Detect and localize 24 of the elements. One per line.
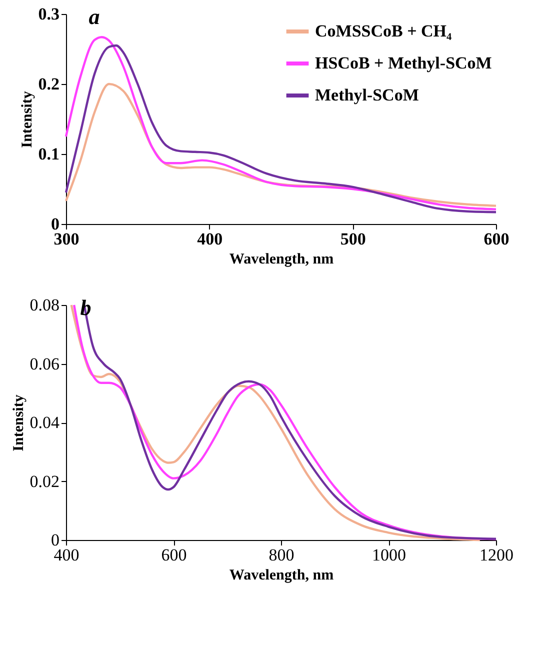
y-axis-title: Intensity — [10, 394, 27, 452]
y-tick-label: 0.2 — [38, 74, 60, 94]
line-series — [64, 82, 498, 207]
legend-label: CoMSSCoB + CH₄ — [315, 22, 452, 40]
legend-label: HSCoB + Methyl-SCoM — [315, 54, 492, 72]
y-tick-label: 0.02 — [30, 472, 60, 491]
y-axis-title: Intensity — [19, 90, 36, 148]
x-tick-label: 400 — [197, 230, 223, 248]
chart-title: b — [80, 295, 92, 320]
y-tick-label: 0.08 — [30, 296, 60, 314]
x-tick-label: 600 — [484, 230, 510, 248]
x-axis-title: Wavelength, nm — [229, 568, 334, 584]
x-tick-label: 1000 — [372, 546, 406, 564]
x-tick-label: 1200 — [480, 546, 514, 564]
y-tick-label: 0.3 — [38, 4, 60, 24]
legend-label: Methyl-SCoM — [315, 86, 419, 104]
y-tick-label: 0.06 — [30, 354, 60, 374]
x-tick-label: 500 — [340, 230, 366, 248]
chart-title: a — [88, 4, 100, 29]
x-tick-label: 600 — [161, 546, 187, 564]
x-axis-title: Wavelength, nm — [229, 252, 334, 268]
y-tick-label: 0.04 — [30, 413, 60, 432]
x-tick-label: 800 — [268, 546, 294, 564]
y-tick-label: 0.1 — [38, 144, 60, 164]
